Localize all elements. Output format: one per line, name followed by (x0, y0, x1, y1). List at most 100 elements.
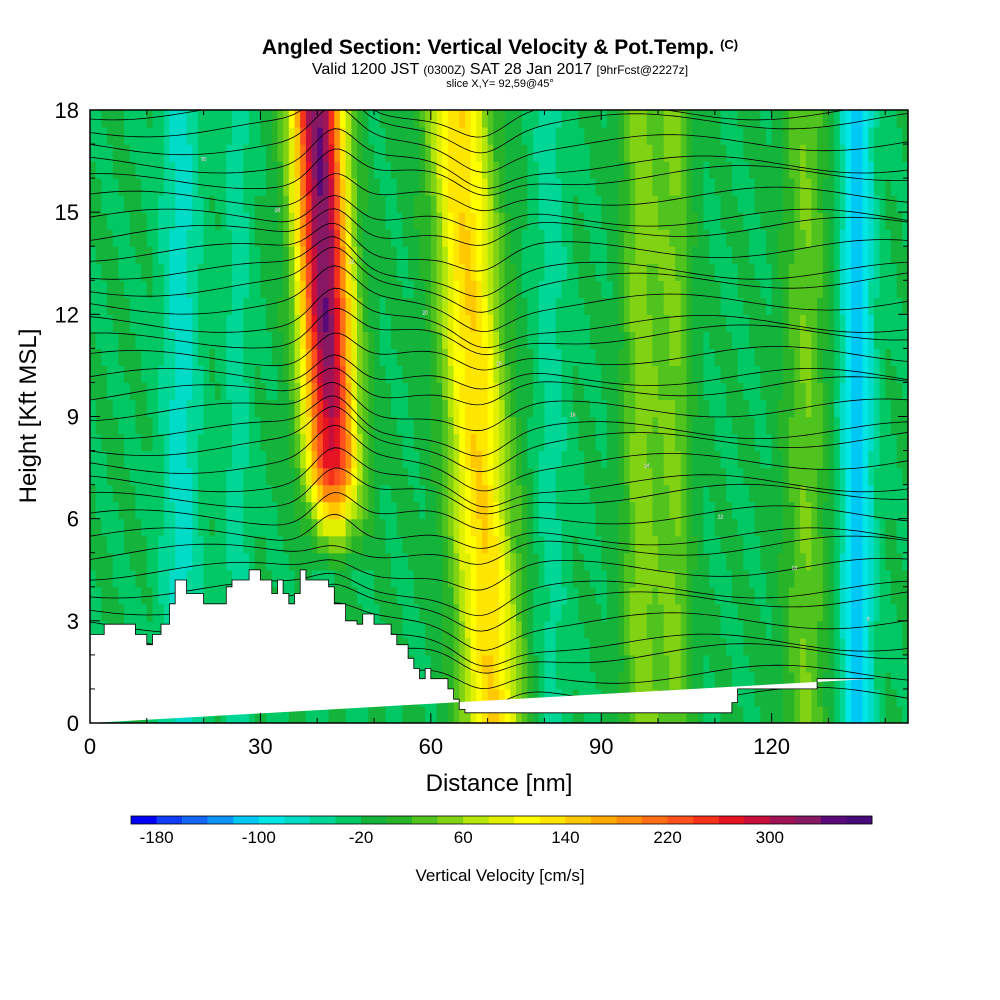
velocity-cell (209, 331, 216, 349)
velocity-cell (760, 535, 767, 554)
velocity-cell (635, 416, 642, 435)
velocity-cell (305, 382, 313, 401)
velocity-cell (811, 263, 818, 281)
velocity-cell (209, 416, 216, 435)
velocity-cell (243, 280, 250, 298)
velocity-cell (578, 586, 585, 605)
velocity-cell (692, 365, 699, 384)
velocity-cell (504, 467, 511, 486)
velocity-cell (237, 382, 244, 401)
velocity-cell (567, 654, 574, 673)
velocity-cell (197, 365, 205, 384)
velocity-cell (754, 229, 761, 247)
velocity-cell (95, 382, 102, 401)
velocity-cell (635, 484, 642, 503)
velocity-cell (692, 467, 699, 486)
velocity-cell (777, 331, 784, 349)
velocity-cell (146, 467, 154, 486)
velocity-cell (572, 416, 580, 435)
velocity-cell (669, 195, 676, 213)
velocity-cell (527, 263, 534, 281)
velocity-cell (771, 501, 778, 520)
velocity-cell (856, 637, 864, 656)
velocity-cell (249, 161, 256, 179)
velocity-cell (118, 603, 125, 622)
velocity-cell (538, 671, 546, 690)
velocity-cell (851, 688, 858, 707)
velocity-cell (731, 212, 739, 230)
velocity-cell (499, 348, 506, 367)
velocity-cell (192, 178, 199, 196)
velocity-cell (175, 314, 182, 332)
velocity-cell (839, 484, 847, 503)
velocity-cell (129, 246, 137, 264)
velocity-cell (328, 229, 335, 247)
velocity-cell (800, 365, 807, 384)
velocity-cell (146, 586, 154, 605)
velocity-cell (817, 246, 824, 264)
velocity-cell (550, 654, 557, 673)
velocity-cell (328, 450, 335, 469)
velocity-cell (112, 314, 119, 332)
velocity-cell (516, 654, 523, 673)
velocity-cell (220, 127, 227, 145)
velocity-cell (765, 603, 773, 622)
velocity-cell (146, 382, 154, 401)
velocity-cell (470, 569, 477, 588)
velocity-cell (567, 212, 574, 230)
velocity-cell (788, 552, 795, 571)
velocity-cell (902, 246, 908, 264)
velocity-cell (249, 178, 256, 196)
velocity-cell (890, 161, 898, 179)
velocity-cell (499, 365, 506, 384)
velocity-cell (368, 535, 375, 554)
velocity-cell (266, 535, 273, 554)
velocity-cell (828, 382, 835, 401)
velocity-cell (95, 127, 102, 145)
velocity-cell (271, 365, 279, 384)
velocity-cell (555, 314, 563, 332)
velocity-cell (220, 246, 227, 264)
velocity-cell (714, 263, 722, 281)
velocity-cell (499, 705, 506, 723)
velocity-cell (538, 501, 546, 520)
velocity-cell (612, 637, 619, 656)
velocity-cell (629, 178, 636, 196)
velocity-cell (516, 229, 523, 247)
velocity-cell (95, 399, 102, 418)
velocity-cell (379, 518, 386, 537)
velocity-cell (311, 416, 318, 435)
velocity-cell (129, 331, 137, 349)
velocity-cell (362, 297, 369, 315)
velocity-cell (135, 331, 142, 349)
velocity-cell (589, 586, 597, 605)
velocity-cell (555, 348, 563, 367)
velocity-cell (703, 246, 710, 264)
velocity-cell (834, 416, 841, 435)
velocity-cell (146, 314, 154, 332)
velocity-cell (817, 399, 824, 418)
velocity-cell (425, 518, 432, 537)
velocity-cell (663, 416, 671, 435)
velocity-cell (402, 501, 409, 520)
velocity-cell (788, 484, 795, 503)
velocity-cell (726, 535, 733, 554)
velocity-cell (692, 399, 699, 418)
velocity-cell (118, 382, 125, 401)
velocity-cell (686, 416, 693, 435)
velocity-cell (709, 331, 716, 349)
velocity-cell (163, 416, 171, 435)
velocity-cell (896, 263, 903, 281)
velocity-cell (760, 620, 767, 639)
velocity-cell (606, 297, 614, 315)
velocity-cell (356, 518, 364, 537)
velocity-cell (447, 178, 455, 196)
velocity-cell (266, 569, 273, 588)
velocity-cell (714, 705, 722, 723)
velocity-cell (356, 586, 364, 605)
velocity-cell (192, 212, 199, 230)
velocity-cell (567, 144, 574, 162)
velocity-cell (896, 365, 903, 384)
velocity-cell (760, 348, 767, 367)
velocity-cell (419, 212, 426, 230)
